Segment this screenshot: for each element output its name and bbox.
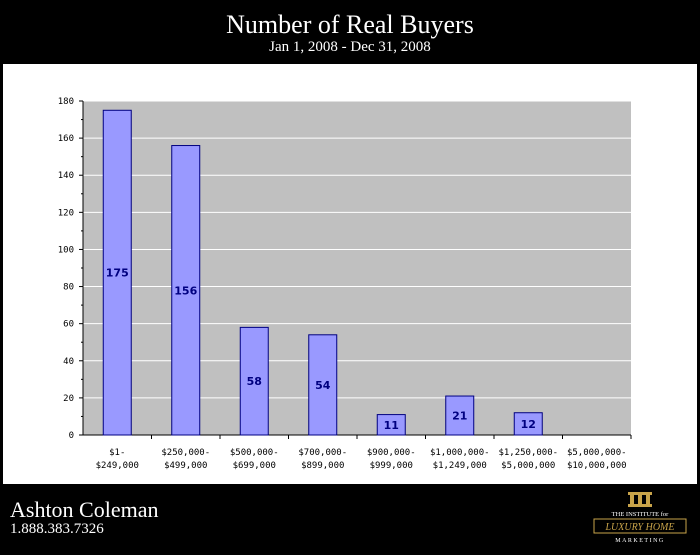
y-tick-label: 180: [58, 97, 74, 107]
bar: [102, 109, 132, 436]
chart-subtitle: Jan 1, 2008 - Dec 31, 2008: [269, 39, 431, 55]
y-tick-label: 140: [58, 171, 74, 181]
logo-frame: [593, 518, 687, 534]
agent-name: Ashton Coleman: [10, 497, 159, 522]
logo-line2: LUXURY HOME: [605, 522, 675, 533]
data-label: 58: [247, 375, 262, 388]
x-tick-label: $699,000: [233, 461, 276, 471]
x-tick-label: $1-: [109, 448, 125, 458]
y-tick-label: 60: [63, 320, 74, 330]
x-tick-label: $900,000-: [367, 448, 416, 458]
bar: [445, 395, 475, 436]
y-tick-label: 40: [63, 357, 74, 367]
data-label: 21: [452, 410, 467, 423]
y-tick-label: 20: [63, 394, 74, 404]
y-tick-label: 0: [69, 431, 74, 441]
data-label: 175: [106, 267, 129, 280]
x-tick-label: $700,000-: [298, 448, 347, 458]
data-label: 11: [384, 419, 399, 432]
data-label: 54: [315, 379, 331, 392]
x-tick-label: $999,000: [370, 461, 413, 471]
x-tick-label: $5,000,000: [501, 461, 555, 471]
bar: [308, 334, 338, 436]
plot-area: [83, 101, 631, 435]
data-label: 156: [174, 284, 197, 297]
x-tick-label: $500,000-: [230, 448, 279, 458]
bar: [239, 326, 269, 436]
x-tick-label: $1,000,000-: [430, 448, 490, 458]
bar: [171, 145, 201, 436]
bar: [513, 412, 543, 436]
x-tick-label: $499,000: [164, 461, 207, 471]
x-tick-label: $1,250,000-: [498, 448, 558, 458]
y-tick-label: 100: [58, 245, 74, 255]
logo-line3: MARKETING: [615, 538, 665, 544]
bar: [376, 414, 406, 436]
chart-title: Number of Real Buyers: [226, 10, 474, 39]
logo-line1: THE INSTITUTE for: [612, 511, 670, 518]
x-tick-label: $250,000-: [161, 448, 210, 458]
x-tick-label: $5,000,000-: [567, 448, 627, 458]
bar-chart: 0 20 40 60 80 100 120 140 160 180 175 $1- $249,000 15…: [58, 97, 632, 471]
chart-header: Number of Real Buyers Jan 1, 2008 - Dec …: [0, 0, 700, 62]
y-tick-label: 120: [58, 208, 74, 218]
x-tick-label: $249,000: [96, 461, 139, 471]
chart-panel: 0 20 40 60 80 100 120 140 160 180 175 $1- $249,000 15…: [3, 64, 697, 484]
data-label: 12: [521, 418, 536, 431]
x-tick-label: $1,249,000: [433, 461, 487, 471]
column-emblem-icon: [628, 492, 652, 507]
y-tick-label: 80: [63, 283, 74, 293]
agent-phone: 1.888.383.7326: [10, 521, 104, 537]
x-tick-label: $899,000: [301, 461, 344, 471]
y-tick-label: 160: [58, 134, 74, 144]
x-tick-label: $10,000,000: [567, 461, 627, 471]
institute-logo: THE INSTITUTE for LUXURY HOME MARKETING: [588, 488, 692, 548]
